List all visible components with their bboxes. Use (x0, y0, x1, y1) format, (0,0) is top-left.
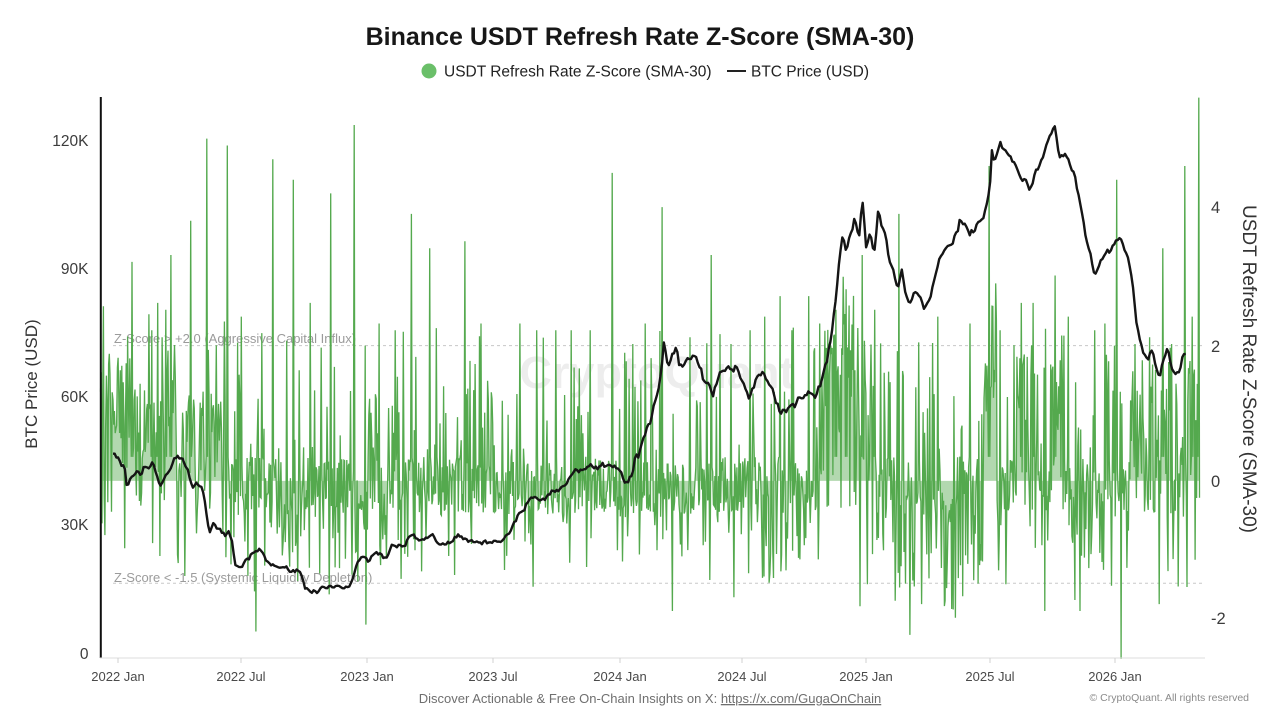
svg-text:0: 0 (80, 646, 89, 663)
svg-text:USDT Refresh Rate Z-Score (SMA: USDT Refresh Rate Z-Score (SMA-30) (1238, 205, 1259, 533)
svg-text:2025 Jan: 2025 Jan (839, 669, 893, 684)
svg-text:2022 Jul: 2022 Jul (216, 669, 265, 684)
svg-text:90K: 90K (61, 261, 89, 278)
svg-text:CryptoQuant: CryptoQuant (520, 347, 795, 398)
svg-text:30K: 30K (61, 517, 89, 534)
svg-text:Z-Score < -1.5 (Systemic Liqui: Z-Score < -1.5 (Systemic Liquidity Deple… (114, 570, 372, 585)
svg-text:Discover Actionable & Free On-: Discover Actionable & Free On-Chain Insi… (419, 691, 881, 706)
svg-text:2024 Jul: 2024 Jul (717, 669, 766, 684)
svg-text:120K: 120K (52, 133, 89, 150)
svg-text:60K: 60K (61, 389, 89, 406)
svg-text:2: 2 (1211, 338, 1220, 356)
svg-text:2025 Jul: 2025 Jul (965, 669, 1014, 684)
svg-text:2023 Jul: 2023 Jul (468, 669, 517, 684)
svg-text:-2: -2 (1211, 610, 1226, 628)
svg-text:0: 0 (1211, 473, 1220, 491)
svg-text:4: 4 (1211, 199, 1220, 217)
svg-text:BTC Price (USD): BTC Price (USD) (22, 319, 41, 448)
svg-text:2024 Jan: 2024 Jan (593, 669, 647, 684)
svg-text:Binance USDT Refresh Rate Z-Sc: Binance USDT Refresh Rate Z-Score (SMA-3… (366, 23, 915, 51)
svg-text:2026 Jan: 2026 Jan (1088, 669, 1142, 684)
svg-text:© CryptoQuant. All rights rese: © CryptoQuant. All rights reserved (1090, 692, 1250, 704)
svg-text:2022 Jan: 2022 Jan (91, 669, 145, 684)
svg-text:Z-Score > +2.0 (Aggressive Cap: Z-Score > +2.0 (Aggressive Capital Influ… (114, 331, 356, 346)
svg-text:BTC Price (USD): BTC Price (USD) (751, 64, 869, 81)
svg-text:2023 Jan: 2023 Jan (340, 669, 394, 684)
svg-text:USDT Refresh Rate Z-Score (SMA: USDT Refresh Rate Z-Score (SMA-30) (444, 64, 712, 81)
